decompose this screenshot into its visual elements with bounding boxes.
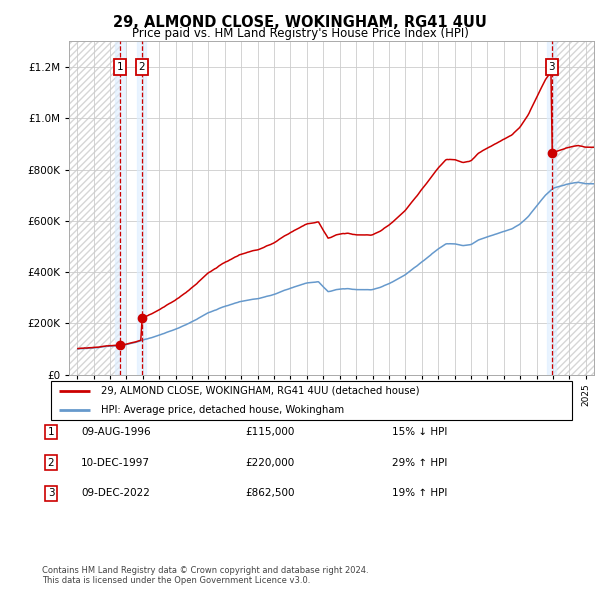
Text: 10-DEC-1997: 10-DEC-1997 bbox=[81, 458, 150, 467]
Bar bbox=[552, 41, 594, 375]
Text: This data is licensed under the Open Government Licence v3.0.: This data is licensed under the Open Gov… bbox=[42, 576, 310, 585]
Bar bbox=[552, 41, 594, 375]
Bar bbox=[69, 41, 120, 375]
Text: HPI: Average price, detached house, Wokingham: HPI: Average price, detached house, Woki… bbox=[101, 405, 344, 415]
Text: 2: 2 bbox=[139, 62, 145, 72]
Text: 3: 3 bbox=[47, 489, 55, 498]
Bar bbox=[547, 41, 556, 375]
Text: £115,000: £115,000 bbox=[245, 427, 295, 437]
Bar bbox=[137, 41, 146, 375]
Text: Contains HM Land Registry data © Crown copyright and database right 2024.: Contains HM Land Registry data © Crown c… bbox=[42, 566, 368, 575]
Bar bbox=[69, 41, 120, 375]
Text: 29, ALMOND CLOSE, WOKINGHAM, RG41 4UU: 29, ALMOND CLOSE, WOKINGHAM, RG41 4UU bbox=[113, 15, 487, 30]
Text: 2: 2 bbox=[47, 458, 55, 467]
Text: 1: 1 bbox=[47, 427, 55, 437]
Bar bbox=[115, 41, 125, 375]
Text: £220,000: £220,000 bbox=[245, 458, 295, 467]
Text: 19% ↑ HPI: 19% ↑ HPI bbox=[392, 489, 448, 498]
Text: 1: 1 bbox=[116, 62, 124, 72]
Text: £862,500: £862,500 bbox=[245, 489, 295, 498]
Text: Price paid vs. HM Land Registry's House Price Index (HPI): Price paid vs. HM Land Registry's House … bbox=[131, 27, 469, 40]
Text: 29% ↑ HPI: 29% ↑ HPI bbox=[392, 458, 448, 467]
Text: 09-DEC-2022: 09-DEC-2022 bbox=[81, 489, 150, 498]
Text: 3: 3 bbox=[548, 62, 555, 72]
Text: 29, ALMOND CLOSE, WOKINGHAM, RG41 4UU (detached house): 29, ALMOND CLOSE, WOKINGHAM, RG41 4UU (d… bbox=[101, 386, 419, 396]
Text: 15% ↓ HPI: 15% ↓ HPI bbox=[392, 427, 448, 437]
FancyBboxPatch shape bbox=[50, 382, 572, 419]
Text: 09-AUG-1996: 09-AUG-1996 bbox=[81, 427, 151, 437]
